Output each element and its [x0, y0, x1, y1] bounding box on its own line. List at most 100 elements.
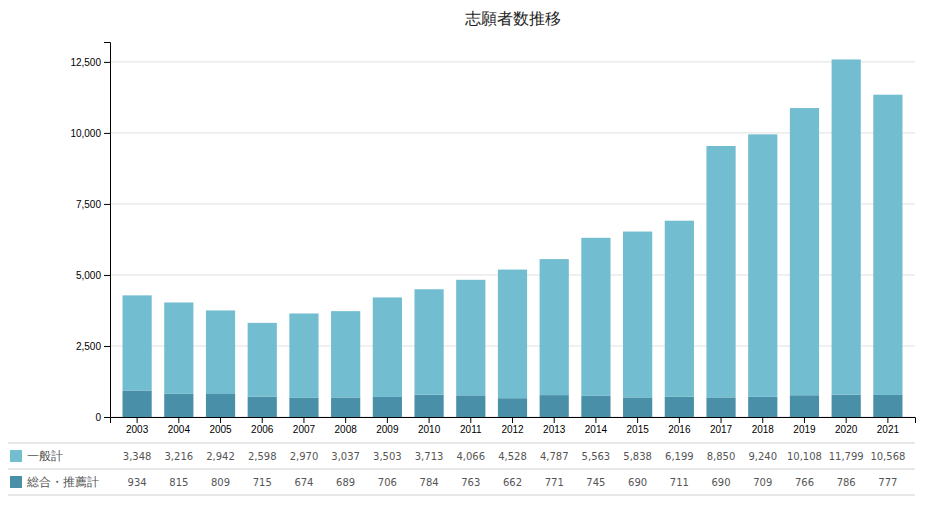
- data-label: 3,503: [373, 451, 402, 462]
- y-axis-line: [104, 43, 111, 418]
- x-tick-mark: [554, 417, 555, 423]
- data-label: 763: [461, 477, 480, 488]
- x-tick-label: 2010: [418, 424, 441, 435]
- bar: [414, 395, 443, 417]
- x-tick-label: 2009: [376, 424, 399, 435]
- y-tick-label: 12,500: [70, 57, 101, 68]
- data-label: 777: [878, 477, 897, 488]
- chart: 志願者数推移02,5005,0007,50010,00012,500200320…: [0, 0, 930, 517]
- data-label: 3,216: [165, 451, 194, 462]
- data-table: 一般計3,3483,2162,9422,5982,9703,0373,5033,…: [8, 443, 915, 495]
- x-tick-label: 2019: [793, 424, 816, 435]
- y-tick-mark: [104, 417, 110, 418]
- x-tick-label: 2013: [543, 424, 566, 435]
- bar: [164, 394, 193, 417]
- data-label: 4,787: [540, 451, 569, 462]
- legend-swatch: [10, 450, 22, 462]
- x-tick: 2005: [209, 417, 232, 435]
- x-tick-mark: [887, 417, 888, 423]
- data-label: 2,970: [290, 451, 319, 462]
- data-label: 3,713: [415, 451, 444, 462]
- x-tick-mark: [137, 417, 138, 423]
- bar: [456, 280, 485, 396]
- bar: [790, 108, 819, 395]
- x-tick-label: 2006: [251, 424, 274, 435]
- x-tick-label: 2003: [126, 424, 149, 435]
- data-label: 3,037: [331, 451, 360, 462]
- bar: [706, 397, 735, 417]
- bar: [456, 395, 485, 417]
- y-tick: 0: [95, 412, 110, 423]
- legend-entry: 総合・推薦計: [26, 475, 99, 489]
- bar: [581, 238, 610, 396]
- grid: [110, 62, 915, 417]
- series-1: [123, 59, 903, 398]
- data-label: 745: [586, 477, 605, 488]
- grid-line: [110, 61, 915, 62]
- bar: [581, 396, 610, 417]
- table-rule: [8, 495, 915, 496]
- y-tick-label: 0: [95, 412, 101, 423]
- bar: [331, 397, 360, 417]
- data-label: 809: [211, 477, 230, 488]
- x-tick: 2020: [835, 417, 858, 435]
- x-tick-mark: [762, 417, 763, 423]
- data-label: 6,199: [665, 451, 694, 462]
- bar: [748, 134, 777, 397]
- y-tick-mark: [104, 62, 110, 63]
- y-tick-label: 7,500: [76, 199, 101, 210]
- data-label: 662: [503, 477, 522, 488]
- x-tick-mark: [345, 417, 346, 423]
- y-tick: 7,500: [76, 199, 110, 210]
- x-tick-label: 2020: [835, 424, 858, 435]
- x-tick-label: 2018: [752, 424, 775, 435]
- data-label: 10,108: [787, 451, 822, 462]
- y-tick-mark: [104, 133, 110, 134]
- bar: [331, 311, 360, 397]
- bar: [498, 398, 527, 417]
- bar: [665, 221, 694, 397]
- x-tick: 2014: [585, 417, 608, 435]
- y-tick-label: 5,000: [76, 270, 101, 281]
- x-tick: 2015: [627, 417, 650, 435]
- x-tick-label: 2015: [627, 424, 650, 435]
- x-tick: 2021: [877, 417, 900, 435]
- x-tick: 2012: [501, 417, 524, 435]
- x-tick-label: 2021: [877, 424, 900, 435]
- data-label: 5,838: [623, 451, 652, 462]
- data-label: 784: [420, 477, 439, 488]
- x-tick-mark: [679, 417, 680, 423]
- bar: [123, 295, 152, 390]
- x-tick-mark: [512, 417, 513, 423]
- bar: [748, 397, 777, 417]
- x-tick-mark: [804, 417, 805, 423]
- x-tick-mark: [303, 417, 304, 423]
- x-tick: 2011: [460, 417, 482, 435]
- bar: [832, 395, 861, 417]
- y-tick: 12,500: [70, 57, 110, 68]
- bar: [206, 394, 235, 417]
- data-label: 706: [378, 477, 397, 488]
- bar: [206, 310, 235, 394]
- table-rule: [8, 443, 915, 444]
- data-label: 690: [712, 477, 731, 488]
- data-label: 8,850: [707, 451, 736, 462]
- x-tick: 2010: [418, 417, 441, 435]
- bar: [373, 397, 402, 417]
- x-tick-label: 2017: [710, 424, 733, 435]
- data-label: 2,598: [248, 451, 277, 462]
- bar: [289, 398, 318, 417]
- bar: [414, 289, 443, 394]
- x-tick-label: 2016: [668, 424, 691, 435]
- x-tick-label: 2014: [585, 424, 608, 435]
- plot: 02,5005,0007,50010,00012,500200320042005…: [70, 43, 915, 436]
- bar: [873, 95, 902, 395]
- y-tick-mark: [104, 346, 110, 347]
- bar: [289, 313, 318, 397]
- data-label: 690: [628, 477, 647, 488]
- legend-swatch: [10, 476, 22, 488]
- x-tick-mark: [846, 417, 847, 423]
- y-tick: 2,500: [76, 341, 110, 352]
- bar: [248, 397, 277, 417]
- data-label: 11,799: [829, 451, 864, 462]
